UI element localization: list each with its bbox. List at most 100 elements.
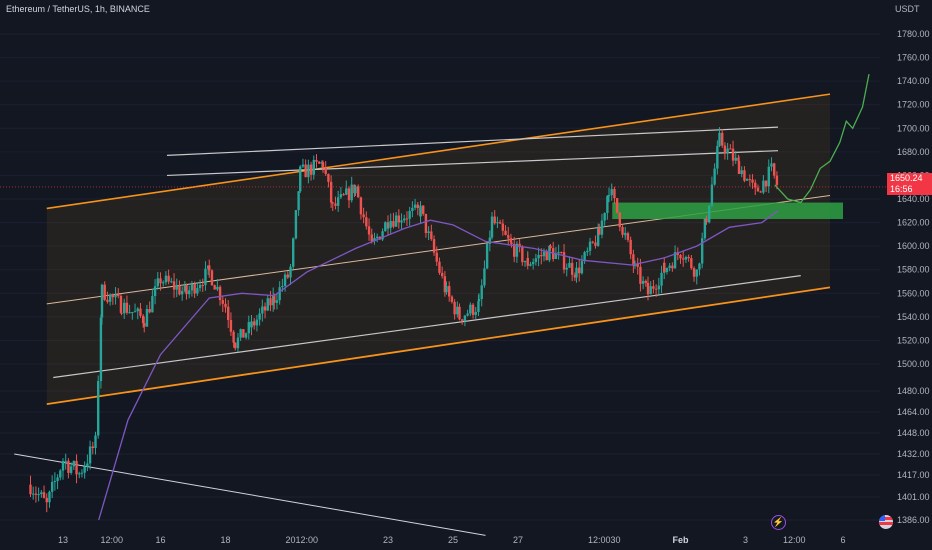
candle-body — [178, 285, 181, 295]
candle-body — [684, 256, 688, 260]
candle-body — [244, 333, 248, 338]
candle-body — [692, 268, 696, 277]
candle-body — [594, 242, 597, 246]
candle-body — [445, 286, 448, 293]
candle-body — [734, 157, 737, 161]
candle-body — [657, 285, 661, 290]
candle-body — [537, 255, 540, 259]
candle-body — [266, 298, 269, 311]
price-tick-label: 1500.00 — [897, 359, 930, 369]
candle-body — [255, 319, 259, 326]
candle-body — [86, 463, 89, 467]
candle-body — [373, 238, 376, 242]
candle-body — [710, 184, 714, 206]
candle-body — [607, 195, 611, 197]
candle-body — [705, 218, 708, 223]
candle-body — [119, 295, 123, 313]
candle-body — [309, 164, 313, 175]
candle-body — [153, 286, 157, 297]
candle-body — [652, 286, 655, 289]
candle-body — [493, 216, 496, 224]
candle-body — [232, 331, 235, 343]
candle-body — [128, 312, 131, 314]
candle-body — [509, 238, 513, 243]
time-tick-label: 16 — [155, 535, 165, 545]
time-tick-label: 30 — [610, 535, 620, 545]
candle-body — [703, 218, 707, 239]
candle-body — [644, 280, 648, 283]
currency-label: USDT — [895, 4, 920, 14]
candle-body — [754, 182, 757, 188]
candle-body — [430, 231, 433, 240]
candle-body — [708, 205, 711, 223]
time-tick-label: 3 — [743, 535, 748, 545]
candle-body — [615, 198, 619, 213]
candle-body — [695, 269, 698, 277]
candle-body — [671, 265, 674, 269]
us-flag-icon[interactable] — [879, 515, 893, 529]
candle-body — [621, 226, 624, 235]
price-tick-label: 1600.00 — [897, 241, 930, 251]
candle-body — [236, 337, 240, 349]
candle-body — [321, 162, 325, 168]
candle-body — [120, 312, 123, 314]
candle-body — [456, 306, 459, 315]
candle-body — [726, 148, 729, 154]
candle-body — [490, 216, 494, 238]
lightning-icon[interactable]: ⚡ — [771, 515, 786, 530]
candle-body — [185, 285, 188, 295]
candle-body — [301, 164, 305, 167]
candle-body — [432, 239, 436, 253]
candle-body — [557, 252, 560, 254]
candle-body — [474, 311, 477, 315]
candle-body — [315, 159, 318, 162]
time-tick-label: 27 — [513, 535, 523, 545]
price-tick-label: 1432.00 — [897, 449, 930, 459]
price-tick-label: 1480.00 — [897, 386, 930, 396]
candle-body — [518, 243, 521, 248]
candle-body — [210, 270, 214, 286]
candle-body — [145, 309, 149, 327]
time-axis[interactable]: 13 12:00 16 18 20 12:00 23 25 27 12:00 30 Feb 3 12:00… — [58, 535, 846, 545]
candle-body — [42, 492, 46, 498]
candle-body — [213, 285, 216, 290]
candle-body — [469, 304, 472, 314]
candle-body — [304, 164, 307, 178]
candle-body — [370, 238, 373, 242]
candle-body — [510, 242, 513, 244]
candle-body — [156, 278, 159, 287]
price-axis[interactable]: 1386.00 1401.00 1417.00 1432.00 1448.00 1464.… — [897, 29, 930, 525]
candle-body — [204, 268, 207, 286]
candle-body — [227, 306, 230, 321]
candle-body — [367, 226, 371, 235]
candle-body — [362, 214, 365, 218]
candle-body — [591, 241, 594, 243]
last-price-tag: 1650.24 16:56 — [887, 173, 932, 195]
candle-body — [737, 157, 740, 161]
candle-body — [329, 181, 333, 203]
candle-body — [723, 145, 727, 154]
candle-body — [294, 210, 298, 239]
candle-body — [480, 285, 483, 300]
candle-body — [345, 188, 348, 195]
candle-body — [745, 179, 749, 181]
candle-body — [162, 282, 165, 284]
price-tick-label: 1448.00 — [897, 428, 930, 438]
time-tick-label: 12:00 — [783, 535, 806, 545]
candle-body — [488, 237, 492, 244]
candle-body — [713, 168, 716, 185]
candle-body — [88, 446, 92, 464]
candle-body — [596, 227, 600, 246]
candle-body — [190, 283, 194, 291]
candle-body — [453, 301, 456, 315]
time-tick-label: 13 — [58, 535, 68, 545]
candle-body — [731, 148, 735, 161]
chart-title: Ethereum / TetherUS, 1h, BINANCE — [6, 4, 150, 14]
candle-body — [250, 321, 253, 328]
candle-body — [540, 255, 543, 257]
candle-body — [740, 170, 743, 175]
candle-body — [283, 274, 287, 286]
candle-body — [663, 262, 666, 272]
projection-path — [774, 73, 870, 204]
